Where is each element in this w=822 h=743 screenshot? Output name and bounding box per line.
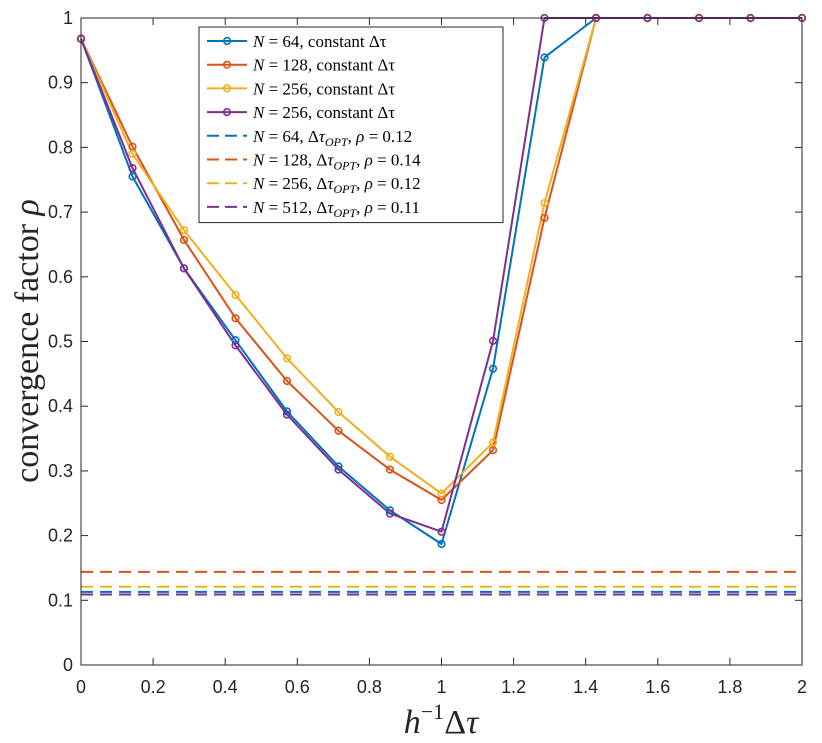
y-tick-label: 0.7 xyxy=(48,202,73,222)
legend-marker xyxy=(222,60,232,69)
y-tick-label: 0.5 xyxy=(48,332,73,352)
x-axis-label-part: h xyxy=(404,704,421,741)
series-2-point xyxy=(488,446,498,455)
legend-label: N = 64, ΔτOPT, ρ = 0.12 xyxy=(252,127,412,149)
series-layer xyxy=(76,13,807,596)
legend-entry-4: N = 256, constant Δτ xyxy=(207,103,395,122)
legend-box xyxy=(198,26,504,224)
series-4-point xyxy=(179,264,189,273)
legend-entry-5: N = 64, ΔτOPT, ρ = 0.12 xyxy=(207,127,412,149)
y-tick-label: 0.8 xyxy=(48,137,73,157)
series-1-point xyxy=(334,462,343,471)
legend-marker xyxy=(222,84,232,93)
x-tick-label: 1.4 xyxy=(573,677,598,697)
x-axis-label: h−1Δτ xyxy=(404,699,480,741)
legend-entry-1: N = 64, constant Δτ xyxy=(207,32,387,51)
legend-entry-8: N = 512, ΔτOPT, ρ = 0.11 xyxy=(207,198,420,220)
series-1-point xyxy=(437,539,446,549)
legend-entry-3: N = 256, constant Δτ xyxy=(207,79,395,98)
legend-label: N = 128, ΔτOPT, ρ = 0.14 xyxy=(252,151,421,173)
legend-entry-6: N = 128, ΔτOPT, ρ = 0.14 xyxy=(207,151,421,173)
y-axis-label: convergence factor ρ xyxy=(9,199,46,483)
series-3-point xyxy=(282,354,292,363)
series-3-point xyxy=(437,489,446,498)
x-axis-label-part: −1 xyxy=(421,699,444,724)
x-tick-label: 0.8 xyxy=(357,677,382,697)
x-axis-label-part: Δ xyxy=(444,704,466,741)
x-tick-label: 0.4 xyxy=(213,677,238,697)
series-4-point xyxy=(437,527,446,536)
y-tick-label: 0.2 xyxy=(48,526,73,546)
y-axis-label-symbol: ρ xyxy=(9,199,46,216)
legend-marker xyxy=(222,36,232,46)
y-tick-label: 1 xyxy=(63,8,73,28)
x-axis-label-part: τ xyxy=(466,704,480,741)
x-tick-label: 0 xyxy=(76,677,86,697)
y-tick-label: 0.9 xyxy=(48,73,73,93)
axes-layer: 0 0.2 0.4 0.6 0.8 1 1.2 1.4 1.6 1.8 2 0 0.1 0.2 0.3 0.4… xyxy=(48,8,807,697)
y-axis-label-text: convergence factor xyxy=(9,215,46,482)
series-2-point xyxy=(385,465,395,474)
series-2-point xyxy=(282,376,292,386)
series-3-point xyxy=(488,438,498,447)
series-3-point xyxy=(334,407,343,417)
y-tick-label: 0.3 xyxy=(48,461,73,481)
series-1-point xyxy=(488,364,498,373)
series-4-point xyxy=(282,410,292,419)
legend-label: N = 512, ΔτOPT, ρ = 0.11 xyxy=(252,198,420,220)
legend-marker xyxy=(222,107,232,117)
series-2-point xyxy=(231,314,240,323)
y-tick-label: 0 xyxy=(63,655,73,675)
legend-label: N = 128, constant Δτ xyxy=(252,56,395,75)
legend-label: N = 256, constant Δτ xyxy=(252,79,395,98)
legend-label: N = 256, constant Δτ xyxy=(252,103,395,122)
legend-label: N = 256, ΔτOPT, ρ = 0.12 xyxy=(252,174,421,196)
series-1-point xyxy=(282,407,292,416)
y-tick-label: 0.4 xyxy=(48,396,73,416)
series-4-point xyxy=(128,164,137,173)
series-4-point xyxy=(385,509,395,518)
series-2-point xyxy=(334,426,343,435)
x-tick-label: 1.6 xyxy=(645,677,670,697)
series-1-point xyxy=(385,506,395,515)
series-3-point xyxy=(385,452,395,461)
x-tick-label: 1.2 xyxy=(501,677,526,697)
x-tick-label: 1.8 xyxy=(717,677,742,697)
legend: N = 64, constant Δτ N = 128, constant Δτ N… xyxy=(198,26,504,224)
series-2-point xyxy=(540,213,549,223)
series-1-point xyxy=(231,336,240,345)
y-tick-label: 0.1 xyxy=(48,590,73,610)
x-tick-label: 2 xyxy=(797,677,807,697)
series-3-point xyxy=(231,290,240,300)
legend-label: N = 64, constant Δτ xyxy=(252,32,387,51)
x-tick-label: 0.2 xyxy=(141,677,166,697)
series-3-point xyxy=(540,198,549,208)
x-tick-label: 1 xyxy=(436,677,446,697)
legend-entry-2: N = 128, constant Δτ xyxy=(207,56,395,75)
series-1-point xyxy=(540,53,549,62)
series-1-point xyxy=(128,172,137,181)
series-2-point xyxy=(179,235,189,245)
y-tick-label: 0.6 xyxy=(48,267,73,287)
legend-entry-7: N = 256, ΔτOPT, ρ = 0.12 xyxy=(207,174,421,196)
series-3-point xyxy=(128,149,137,158)
series-4-point xyxy=(488,336,498,345)
series-3-point xyxy=(179,226,189,235)
series-4-point xyxy=(231,341,240,350)
series-4-point xyxy=(334,465,343,474)
x-tick-label: 0.6 xyxy=(285,677,310,697)
